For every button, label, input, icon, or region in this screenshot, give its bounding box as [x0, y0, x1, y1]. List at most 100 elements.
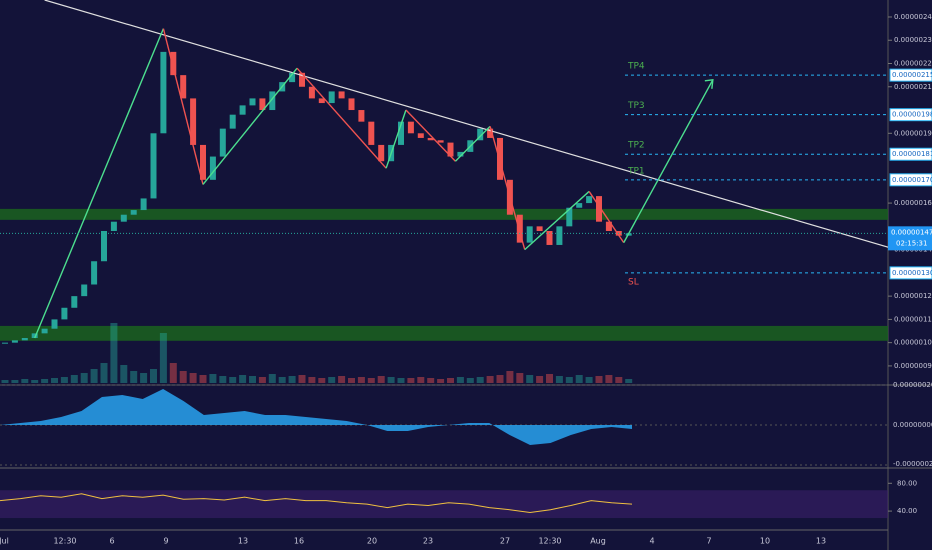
volume-bar	[110, 323, 118, 383]
candle-body	[51, 319, 58, 329]
volume-bar	[377, 376, 385, 383]
volume-bar	[526, 375, 534, 383]
x-tick-label: 10	[760, 537, 770, 546]
candle-body	[407, 121, 414, 134]
candle-body	[2, 342, 8, 344]
level-price: 0.00000130	[892, 269, 932, 277]
level-label-box	[889, 266, 932, 280]
candle-body	[477, 128, 484, 141]
candle-body	[219, 128, 226, 157]
rsi-line	[0, 493, 633, 513]
volume-bar	[298, 375, 306, 383]
candle-body	[398, 121, 404, 145]
volume-bar	[209, 374, 217, 383]
volume-bar	[100, 363, 108, 383]
candle-body	[289, 72, 296, 83]
volume-bar	[70, 375, 78, 383]
level-price: 0.00000181	[892, 150, 932, 158]
x-tick-label: Jul	[0, 537, 9, 546]
candle-body	[110, 221, 117, 231]
candle-body	[427, 137, 434, 141]
candle-body	[338, 91, 345, 99]
candle-body	[497, 137, 503, 180]
candle-body	[368, 121, 375, 145]
candle-body	[160, 51, 167, 134]
volume-bar	[249, 376, 256, 383]
candle-body	[457, 151, 464, 157]
volume-bar	[367, 378, 375, 383]
volume-bar	[41, 379, 49, 383]
candle-body	[378, 144, 385, 162]
x-tick-label: 7	[706, 537, 711, 546]
volume-bar	[51, 378, 58, 383]
level-label-box	[889, 173, 932, 187]
candle-body	[605, 221, 612, 231]
candle-body	[318, 98, 325, 104]
candle-body	[200, 144, 206, 180]
volume-bar	[407, 378, 415, 383]
volume-bar	[486, 376, 494, 383]
level-name: TP3	[627, 101, 645, 111]
volume-bar	[288, 376, 296, 383]
volume-bar	[150, 369, 157, 383]
volume-bar	[11, 380, 19, 383]
candle-body	[249, 98, 256, 106]
macd-area	[0, 389, 632, 445]
pattern-leg	[454, 125, 491, 162]
last-price-box	[888, 226, 932, 251]
volume-bar	[199, 375, 207, 383]
x-tick-label: 12:30	[538, 537, 561, 546]
volume-bar	[268, 374, 276, 383]
candle-body	[61, 307, 68, 320]
candle-body	[576, 203, 583, 208]
volume-bar	[21, 379, 29, 383]
volume-bar	[437, 379, 445, 383]
rsi-band	[0, 490, 888, 519]
candle-body	[536, 226, 543, 231]
volume-bar	[31, 380, 39, 383]
candle-body	[71, 296, 78, 308]
volume-bar	[427, 378, 435, 383]
volume-bar	[555, 376, 563, 383]
volume-bar	[605, 375, 613, 383]
volume-bar	[229, 377, 237, 383]
volume-bar	[159, 333, 167, 383]
last-price: 0.00000147	[891, 228, 932, 236]
pattern-leg	[296, 67, 387, 169]
level-name: TP2	[627, 141, 645, 151]
candle-body	[556, 226, 563, 245]
candle-body	[31, 333, 38, 339]
candle-body	[209, 156, 216, 180]
volume-bar	[179, 371, 187, 383]
candle-body	[101, 231, 107, 262]
pattern-leg	[489, 126, 526, 250]
candle-body	[526, 226, 533, 243]
projection-arrowhead	[704, 78, 714, 89]
volume-bar	[348, 378, 355, 383]
candle-body	[11, 340, 18, 343]
volume-bar	[90, 369, 98, 383]
support-zone	[0, 208, 888, 220]
candle-body	[586, 196, 593, 204]
candle-body	[140, 198, 147, 211]
candle-body	[259, 98, 266, 111]
y-tick-label: 0.00000090	[894, 362, 932, 370]
candle-body	[299, 72, 305, 87]
volume-bar	[496, 375, 504, 383]
volume-bar	[357, 377, 365, 383]
x-tick-label: Aug	[590, 537, 606, 546]
candle-body	[437, 140, 444, 143]
x-tick-label: 13	[816, 537, 826, 546]
candle-body	[487, 128, 494, 138]
x-tick-label: 9	[163, 537, 168, 546]
trendline	[44, 0, 894, 250]
